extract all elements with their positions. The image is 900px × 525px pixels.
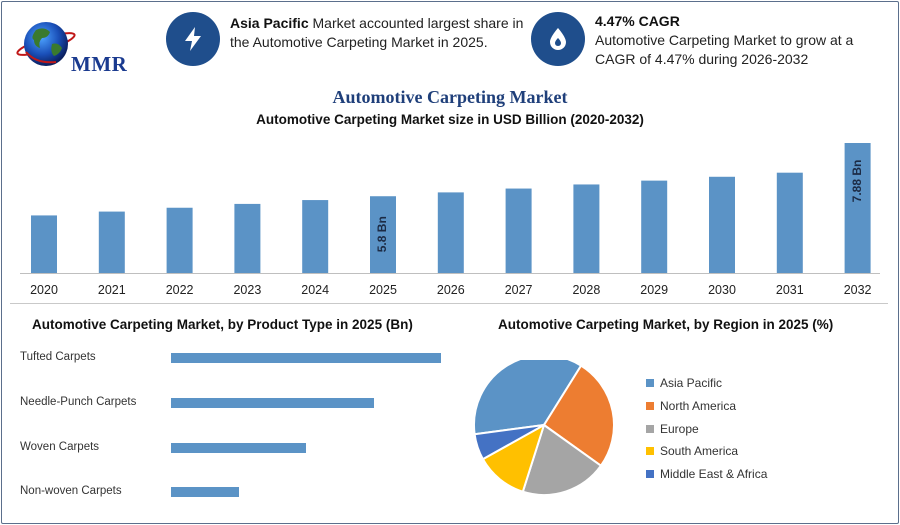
region-legend: Asia Pacific North America Europe South Ame… [646,372,767,485]
info-card-body: Market accounted largest share in the Au… [230,15,524,50]
info-card-body: Automotive Carpeting Market to grow at a… [595,32,854,67]
legend-swatch [646,379,654,388]
pie-slice-europe [521,423,603,496]
legend-label: Europe [660,421,699,436]
legend-label: Middle East & Africa [660,467,768,482]
x-tick-label: 2030 [708,283,736,297]
legend-item: Asia Pacific [646,372,767,395]
x-tick-label: 2032 [844,283,872,297]
bar-2020 [31,215,57,273]
legend-item: Europe [646,417,767,440]
bar-2030 [709,176,735,273]
legend-item: North America [646,395,767,418]
legend-swatch [646,424,654,433]
product-type-label: Needle-Punch Carpets [20,396,137,408]
legend-swatch [646,402,654,411]
info-card-bold: Asia Pacific [230,15,309,31]
product-type-label: Tufted Carpets [20,351,96,363]
region-pie-chart [473,360,615,496]
x-tick-label: 2029 [640,283,668,297]
info-card-text: Asia Pacific Market accounted largest sh… [230,14,530,52]
bar-2027 [505,188,532,273]
x-tick-label: 2027 [505,283,533,297]
x-tick-label: 2026 [437,283,465,297]
x-tick-label: 2022 [166,283,194,297]
pie-slice-asia-pacific [473,360,583,436]
bar-2023 [234,203,261,273]
pie-slice-middle-east-africa [473,424,545,461]
bar-2025 [370,196,396,273]
legend-item: South America [646,440,767,463]
bar-2029 [641,180,668,273]
x-tick-label: 2023 [233,283,261,297]
lightning-icon [166,12,220,66]
section-divider [10,303,888,304]
globe-logo-icon [16,22,76,66]
bar-2024 [302,200,329,273]
legend-item: Middle East & Africa [646,463,767,486]
product-type-bar [171,443,306,453]
bar-2021 [98,211,125,273]
x-tick-label: 2020 [30,283,58,297]
legend-label: South America [660,444,739,459]
mmr-logo: MMR [14,14,144,76]
product-type-bar [171,398,374,408]
bar-data-label: 5.8 Bn [375,216,389,252]
legend-label: Asia Pacific [660,376,723,391]
flame-drop-icon [531,12,585,66]
bar-2028 [573,184,600,273]
legend-label: North America [660,399,737,414]
bar-data-label: 7.88 Bn [850,160,864,203]
legend-swatch [646,447,654,456]
info-card-text: 4.47% CAGR Automotive Carpeting Market to… [595,12,885,69]
x-tick-label: 2025 [369,283,397,297]
x-tick-label: 2028 [572,283,600,297]
bar-2022 [166,207,193,273]
bar-2026 [437,192,464,273]
x-tick-label: 2031 [776,283,804,297]
bar-2032 [844,143,871,273]
info-card-asia-pacific: Asia Pacific Market accounted largest sh… [166,12,530,66]
x-tick-label: 2024 [301,283,329,297]
info-card-cagr: 4.47% CAGR Automotive Carpeting Market to… [531,12,885,69]
pie-slice-north-america [542,364,615,468]
legend-swatch [646,470,654,479]
bar-chart-title: Automotive Carpeting Market size in USD … [256,112,644,127]
market-size-bar-chart: 2020 2021 2022 2023 2024 2025 5.8 Bn 2026 2027 20… [20,143,880,297]
logo-text: MMR [71,52,128,76]
product-type-bar [171,487,239,497]
product-type-chart-title: Automotive Carpeting Market, by Product … [32,317,413,332]
bar-2031 [776,172,803,273]
x-tick-label: 2021 [98,283,126,297]
product-type-bar [171,353,441,363]
main-title: Automotive Carpeting Market [332,87,568,107]
product-type-label: Non-woven Carpets [20,485,122,497]
product-type-label: Woven Carpets [20,441,100,453]
info-card-bold: 4.47% CAGR [595,13,680,29]
region-chart-title: Automotive Carpeting Market, by Region i… [498,317,834,332]
